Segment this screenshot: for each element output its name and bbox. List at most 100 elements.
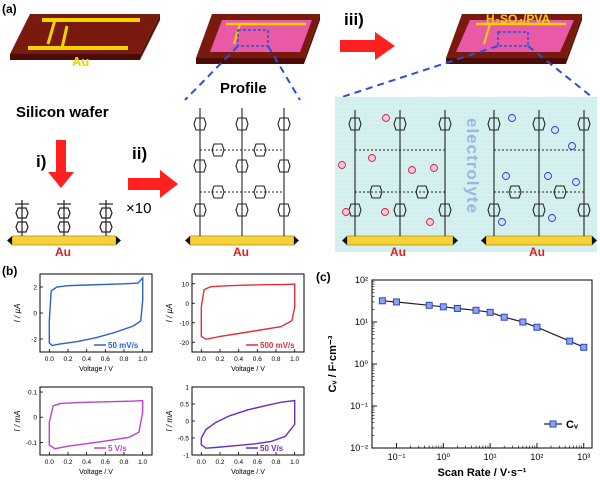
cv-curve-cv1	[48, 276, 144, 347]
y-axis-label: I / µA	[165, 304, 174, 323]
silicon-wafer-label: Silicon wafer	[16, 104, 109, 121]
rate-point	[519, 318, 527, 326]
x-tick-label: 0.0	[197, 356, 206, 363]
y-tick-label: 10⁻²	[350, 443, 368, 453]
rate-point	[533, 323, 541, 331]
au-label-3: Au	[390, 245, 406, 259]
x-tick-label: 10³	[577, 452, 590, 462]
rate-point	[425, 301, 433, 309]
rate-point	[472, 306, 480, 314]
arrow-iii	[340, 32, 395, 60]
rate-point	[439, 303, 447, 311]
y-tick-label: 1	[185, 385, 189, 392]
y-axis-label: I / µA	[13, 304, 22, 323]
x-axis-label: Scan Rate / V·s⁻¹	[438, 467, 527, 479]
x-tick-label: 0.2	[215, 459, 224, 466]
y-axis-label: Cᵥ / F·cm⁻³	[327, 335, 339, 392]
au-label-4: Au	[529, 245, 545, 259]
rate-point	[500, 313, 508, 321]
x-tick-label: 0.4	[82, 356, 91, 363]
profile-label: Profile	[220, 80, 267, 97]
cv-curve-cv2	[200, 283, 296, 341]
cv-curve-cv3	[48, 399, 144, 450]
cv-plot-cv1: 0.0 0.2 0.4 0.6 0.8 1.0 -2 0 2 Voltage / V I / µA 5…	[13, 273, 153, 373]
cv-plot-cv2: 0.0 0.2 0.4 0.6 0.8 1.0 -20 -10 0 10 Voltage / V I …	[165, 273, 305, 373]
plot-frame	[191, 273, 305, 353]
au-label-2: Au	[233, 245, 249, 259]
x-tick-label: 0.2	[63, 459, 72, 466]
panel-a-label: (a)	[2, 2, 17, 16]
framework-electrolyte-2	[487, 110, 591, 236]
x-tick-label: 0.2	[215, 356, 224, 363]
y-tick-label: -0.1	[26, 440, 38, 447]
rate-point	[580, 343, 588, 351]
cv-plot-cv4: 0.0 0.2 0.4 0.6 0.8 1.0 -1 -0.5 0 0.5 1 Voltage / V…	[165, 385, 305, 476]
rate-point	[453, 304, 461, 312]
x-tick-label: 10⁰	[436, 452, 450, 462]
plot-frame	[39, 386, 153, 456]
y-tick-label: -20	[180, 340, 190, 347]
y-axis-label: I / mA	[13, 411, 22, 432]
y-tick-label: 10¹	[355, 317, 368, 327]
y-tick-label: 0	[33, 415, 37, 422]
gel-label: H₂SO₄/PVA	[486, 12, 551, 26]
x-tick-label: 0.4	[82, 459, 91, 466]
rate-point	[486, 308, 494, 316]
x-tick-label: 0.6	[253, 459, 262, 466]
cv-curve-cv4	[200, 399, 296, 449]
rate-line	[382, 300, 585, 348]
x-tick-label: 0.4	[234, 356, 243, 363]
x-tick-label: 0.8	[119, 356, 128, 363]
legend-text: 50 V/s	[260, 444, 284, 453]
y-tick-label: 10	[182, 281, 190, 288]
x-tick-label: 0.8	[271, 459, 280, 466]
x-tick-label: 0.2	[63, 356, 72, 363]
x-tick-label: 1.0	[290, 459, 299, 466]
y-tick-label: 0.5	[180, 402, 189, 409]
step-i-label: i)	[36, 152, 47, 171]
x-axis-label: Voltage / V	[79, 469, 113, 476]
step-iii-label: iii)	[344, 10, 364, 29]
x-tick-label: 10¹	[484, 452, 497, 462]
x-tick-label: 0.8	[271, 356, 280, 363]
x-tick-label: 0.0	[45, 459, 54, 466]
chip-au-electrodes	[10, 14, 160, 60]
y-tick-label: -0.5	[178, 436, 190, 443]
arrow-i	[48, 140, 74, 188]
chip-with-gel	[446, 14, 582, 64]
legend-text: 50 mV/s	[108, 341, 139, 350]
y-tick-label: -10	[180, 320, 190, 327]
y-tick-label: 10⁻¹	[350, 401, 368, 411]
y-tick-label: 0	[185, 419, 189, 426]
x-tick-label: 0.6	[101, 459, 110, 466]
electrolyte-label: electrolyte	[463, 118, 482, 215]
au-bar-profile	[185, 235, 299, 246]
y-tick-label: 0	[185, 301, 189, 308]
framework-profile	[193, 108, 291, 236]
framework-electrolyte-1	[348, 110, 452, 236]
cv-plot-cv3: 0.0 0.2 0.4 0.6 0.8 1.0 -0.1 0 0.1 Voltage / V I /…	[13, 386, 153, 476]
plot-frame	[371, 279, 593, 449]
molecules-monolayer	[15, 200, 113, 236]
x-tick-label: 0.0	[197, 459, 206, 466]
rate-point	[392, 298, 400, 306]
x-tick-label: 10⁻¹	[388, 452, 406, 462]
x-tick-label: 10²	[530, 452, 543, 462]
panel-a-schematic	[7, 14, 597, 252]
x-tick-label: 0.4	[234, 459, 243, 466]
step-ii-repeat: ×10	[126, 200, 152, 217]
y-tick-label: 10²	[355, 275, 368, 285]
au-bar-left	[7, 235, 121, 246]
x-tick-label: 1.0	[138, 356, 147, 363]
cations	[338, 114, 438, 226]
arrow-ii	[128, 170, 178, 198]
chip-au-label: Au	[72, 54, 90, 69]
au-bar-e1	[342, 235, 458, 246]
step-ii-label: ii)	[132, 144, 148, 163]
x-tick-label: 0.8	[119, 459, 128, 466]
y-tick-label: -1	[183, 453, 189, 460]
y-tick-label: -2	[31, 337, 37, 344]
